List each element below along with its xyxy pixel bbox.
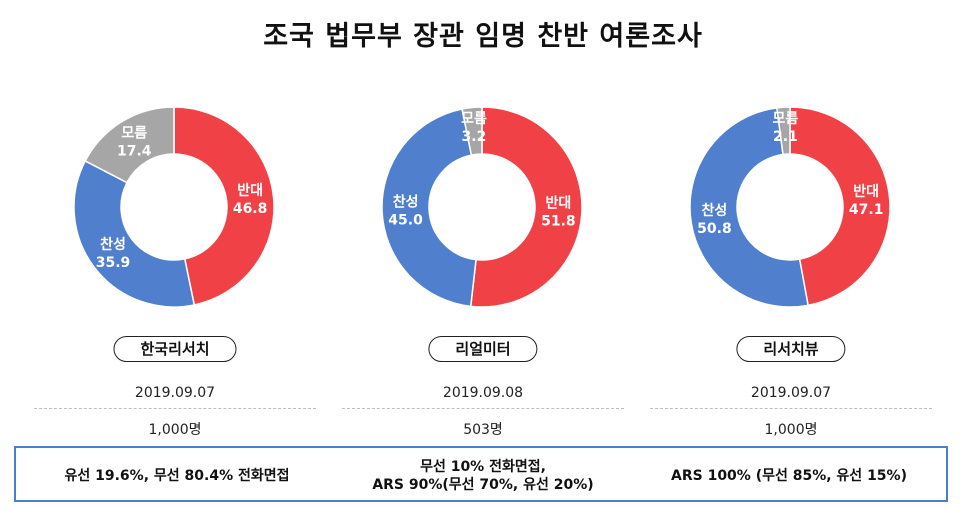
slice-label: 반대 47.1 — [849, 183, 884, 218]
survey-method-hankook: 유선 19.6%, 무선 80.4% 전화면접 — [64, 468, 290, 484]
divider — [650, 408, 932, 409]
poll-column-researchview: 반대 47.1 찬성 50.8 모름 2.1 리서치뷰 2019.09.07 1,000명 — [630, 0, 952, 517]
slice-label: 모름 17.4 — [117, 126, 152, 160]
survey-method-realmeter: 무선 10% 전화면접, ARS 90%(무선 70%, 유선 20%) — [372, 459, 594, 493]
divider — [342, 408, 624, 409]
slice-support — [73, 159, 196, 308]
slice-unknown — [84, 106, 175, 184]
slice-label: 찬성 50.8 — [697, 202, 732, 237]
slice-oppose — [173, 106, 275, 306]
poll-column-realmeter: 반대 51.8 찬성 45.0 모름 3.2 리얼미터 2019.09.08 503명 — [322, 0, 644, 517]
slice-label: 모름 2.1 — [773, 111, 799, 145]
poll-column-hankook: 반대 46.8 찬성 35.9 모름 17.4 한국리서치 2019.09.07 1,00… — [14, 0, 336, 517]
slice-oppose — [469, 106, 583, 308]
survey-method-researchview: ARS 100% (무선 85%, 유선 15%) — [671, 468, 907, 484]
sample-size: 503명 — [463, 422, 503, 438]
slice-oppose — [789, 106, 891, 307]
chart-title: 조국 법무부 장관 임명 찬반 여론조사 — [263, 21, 703, 52]
survey-method-box: 유선 19.6%, 무선 80.4% 전화면접 무선 10% 전화면접, ARS… — [14, 446, 948, 502]
poll-date: 2019.09.08 — [442, 385, 524, 401]
slice-label: 반대 46.8 — [233, 182, 268, 217]
donut-chart-realmeter: 반대 51.8 찬성 45.0 모름 3.2 — [381, 106, 583, 308]
poll-date: 2019.09.07 — [134, 385, 216, 401]
sample-size: 1,000명 — [148, 422, 202, 438]
slice-unknown — [776, 106, 791, 156]
slice-label: 모름 3.2 — [461, 111, 487, 145]
pollster-label: 리얼미터 — [428, 336, 538, 362]
pollster-label: 한국리서치 — [113, 336, 237, 362]
slice-unknown — [461, 106, 483, 156]
donut-chart-researchview: 반대 47.1 찬성 50.8 모름 2.1 — [689, 106, 891, 308]
sample-size: 1,000명 — [764, 422, 818, 438]
pollster-label: 리서치뷰 — [736, 336, 846, 362]
slice-label: 찬성 45.0 — [388, 193, 423, 228]
slice-support — [381, 108, 477, 308]
slice-label: 찬성 35.9 — [96, 236, 131, 271]
slice-support — [689, 107, 809, 308]
poll-date: 2019.09.07 — [750, 385, 832, 401]
donut-chart-hankook: 반대 46.8 찬성 35.9 모름 17.4 — [73, 106, 275, 308]
slice-label: 반대 51.8 — [541, 194, 576, 229]
divider — [34, 408, 316, 409]
